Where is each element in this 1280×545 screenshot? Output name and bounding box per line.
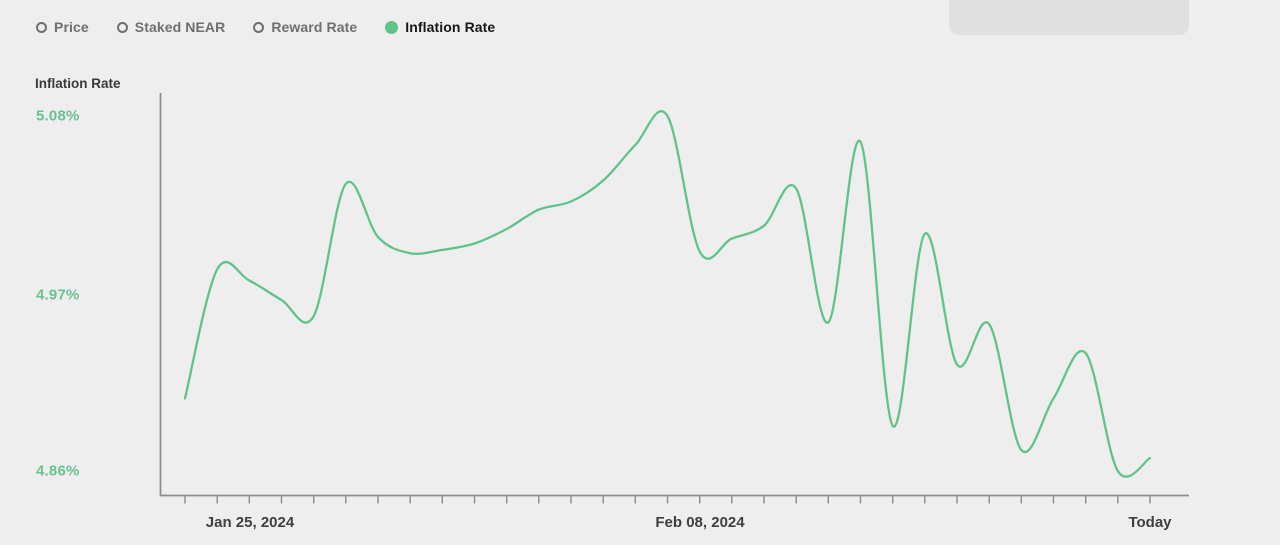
series-option-label: Inflation Rate [405,19,496,35]
y-axis-tick-label: 4.86% [36,462,80,480]
series-option-label: Price [54,19,89,35]
series-option-inflation-rate[interactable]: Inflation Rate [385,19,495,35]
radio-selected-icon [385,20,399,34]
radio-icon [116,21,128,33]
radio-icon [253,21,265,33]
radio-icon [36,21,47,33]
chart-title: Inflation Rate [35,76,121,91]
series-option-label: Reward Rate [271,19,358,35]
date-range-placeholder [949,0,1189,35]
y-axis-tick-label: 4.97% [36,286,80,304]
series-option-label: Staked NEAR [134,19,226,35]
series-option-reward-rate[interactable]: Reward Rate [253,19,357,35]
x-axis-tick-label: Today [1128,514,1172,531]
x-axis-tick-label: Feb 08, 2024 [655,514,745,531]
series-option-staked-near[interactable]: Staked NEAR [116,19,226,35]
series-option-price[interactable]: Price [36,19,89,35]
series-selector: Price Staked NEAR Reward Rate Inflation … [36,19,495,35]
x-axis-tick-label: Jan 25, 2024 [205,514,295,531]
y-axis-tick-label: 5.08% [36,107,80,125]
